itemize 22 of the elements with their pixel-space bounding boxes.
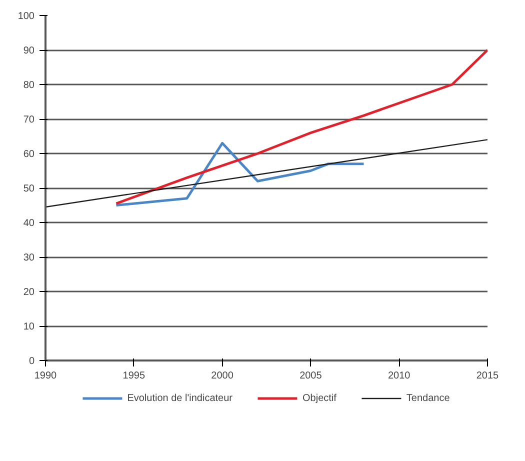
- x-tick-label: 2000: [211, 370, 234, 382]
- y-tick-label: 40: [23, 218, 35, 229]
- y-tick-label: 10: [23, 322, 35, 332]
- y-tick-label: 70: [23, 114, 35, 126]
- y-tick-label: 20: [23, 287, 35, 298]
- y-tick-label: 60: [23, 149, 35, 160]
- x-tick-label: 2010: [388, 370, 411, 382]
- y-tick-label: 90: [23, 46, 35, 56]
- legend-label: Evolution de l'indicateur: [127, 392, 233, 404]
- x-tick-label: 2005: [300, 370, 322, 382]
- y-tick-label: 30: [23, 252, 35, 264]
- x-tick-label: 1990: [34, 370, 58, 382]
- line-series: [114, 142, 365, 206]
- x-tick-label: 2015: [476, 370, 500, 382]
- y-tick-label: 80: [23, 80, 35, 91]
- line-series: [114, 48, 488, 205]
- legend-label: Tendance: [406, 392, 450, 404]
- x-tick-label: 1995: [122, 370, 146, 382]
- y-tick-label: 50: [23, 184, 35, 194]
- y-tick-label: 100: [18, 11, 35, 22]
- y-tick-label: 0: [28, 356, 35, 367]
- legend-label: Objectif: [302, 392, 336, 404]
